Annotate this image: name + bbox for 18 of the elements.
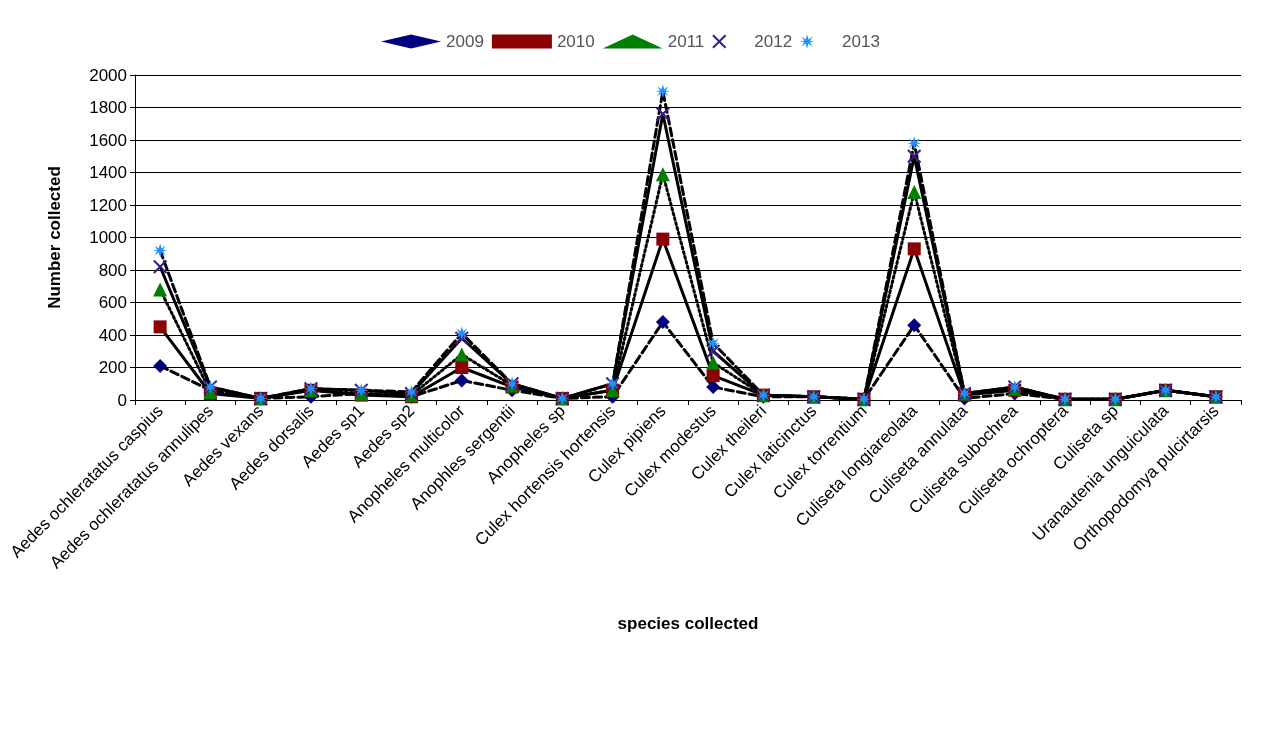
y-tick-label: 2000 [89, 65, 127, 85]
y-tick-label: 1200 [89, 195, 127, 215]
legend-label: 2013 [842, 32, 880, 51]
y-tick-label: 200 [98, 358, 127, 377]
y-tick-label: 1000 [89, 228, 127, 247]
legend-label: 2012 [754, 32, 793, 51]
y-tick-label: 1400 [89, 163, 127, 182]
legend-label: 2009 [446, 32, 484, 51]
legend-label: 2011 [667, 32, 705, 51]
y-tick-label: 0 [117, 390, 127, 410]
x-axis-title: species collected [617, 614, 759, 633]
y-tick-label: 400 [98, 325, 127, 345]
y-tick-label: 1800 [89, 98, 127, 117]
y-tick-label: 800 [98, 260, 127, 280]
y-tick-label: 600 [98, 293, 127, 312]
y-tick-label: 1600 [89, 130, 127, 150]
y-axis-title: Number collected [45, 166, 64, 309]
legend-label: 2010 [556, 32, 595, 51]
